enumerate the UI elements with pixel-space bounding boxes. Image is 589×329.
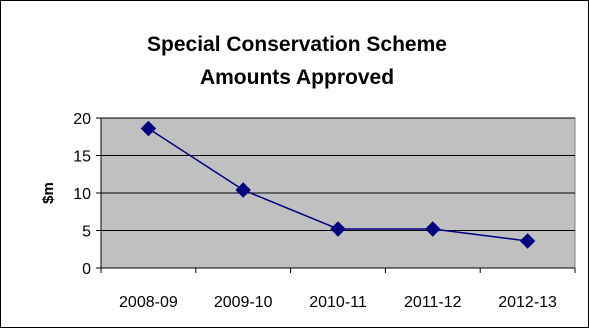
x-axis: 2008-09 2009-10 2010-11 2011-12 2012-13 xyxy=(100,267,576,311)
data-point-marker xyxy=(519,233,536,249)
data-point-marker xyxy=(140,120,157,137)
y-tick-label: 5 xyxy=(82,224,91,241)
chart-title-line-1: Special Conservation Scheme xyxy=(147,33,447,56)
x-tick-label: 2010-11 xyxy=(309,294,367,311)
data-point-marker xyxy=(330,221,346,237)
x-tick-label: 2008-09 xyxy=(119,294,178,311)
data-point-marker xyxy=(425,221,441,237)
x-tick-label: 2009-10 xyxy=(214,294,273,311)
y-tick-label: 15 xyxy=(73,149,91,166)
y-axis-title: $m xyxy=(40,182,57,204)
chart-title-line-2: Amounts Approved xyxy=(200,66,394,89)
y-tick-label: 10 xyxy=(73,186,91,203)
data-point-marker xyxy=(235,182,251,198)
y-tick-label: 20 xyxy=(73,111,91,128)
series-layer xyxy=(140,120,536,249)
y-axis: 0 5 10 15 20 xyxy=(73,111,102,278)
y-tick-label: 0 xyxy=(82,261,91,278)
x-tick-label: 2012-13 xyxy=(498,294,557,311)
x-tick-label: 2011-12 xyxy=(404,294,462,311)
